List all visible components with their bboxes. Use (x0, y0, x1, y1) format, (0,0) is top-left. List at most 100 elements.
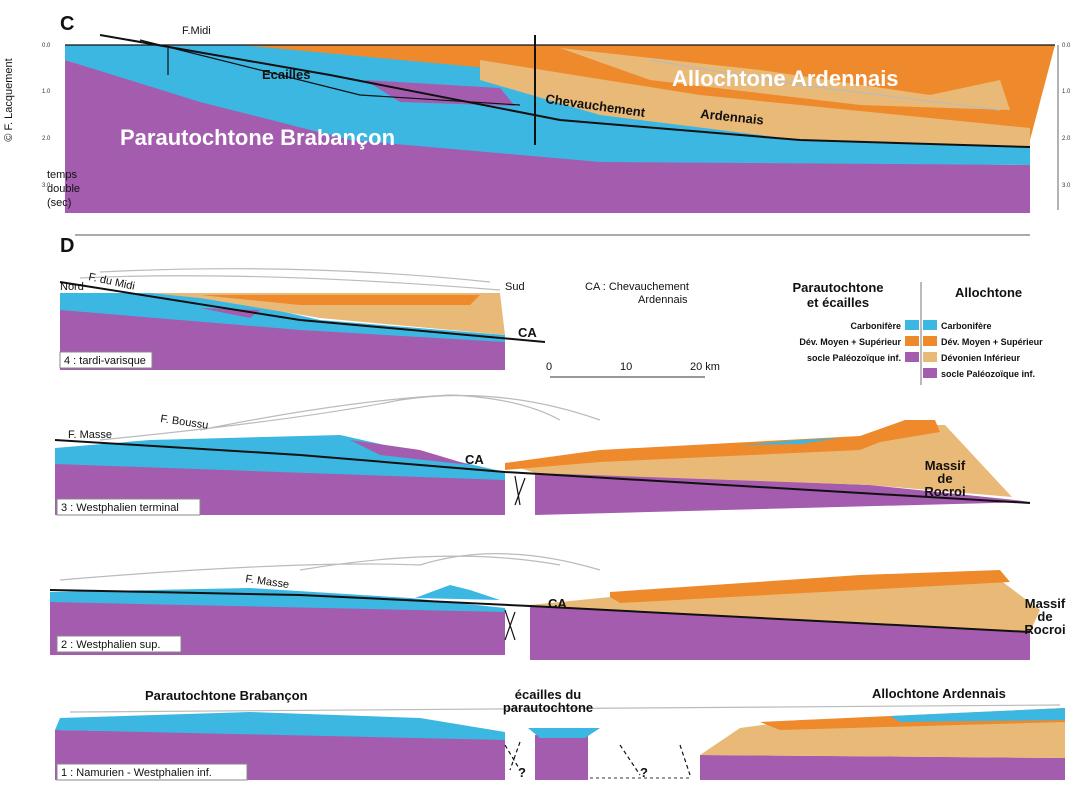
legend-entry: Dév. Moyen + Supérieur (799, 337, 901, 347)
unit-label: Parautochtone Brabançon (145, 688, 308, 703)
massif-label: Rocroi (1024, 622, 1065, 637)
axis-note: temps (47, 169, 77, 181)
caption-box (56, 763, 248, 781)
swatch (905, 320, 919, 330)
fault (139, 39, 521, 106)
eroded-profile (69, 704, 1061, 713)
tick-label: 1.0 (42, 89, 51, 95)
ca-note: CA : Chevauchement (585, 281, 689, 293)
section-letter: D (60, 235, 74, 257)
caption: 4 : tardi-varisque (64, 355, 146, 367)
swatch (923, 320, 937, 330)
massif-label: Rocroi (924, 484, 965, 499)
swatch (905, 352, 919, 362)
swatch (905, 336, 919, 346)
fault-label: F. Boussu (160, 413, 210, 432)
caption-box (56, 635, 182, 653)
socle (60, 305, 505, 370)
massif-label: de (1037, 609, 1052, 624)
section-d: D Nord F. du Midi Sud CA 4 : tardi-varis… (49, 235, 1066, 781)
swatch (923, 336, 937, 346)
carbonifere (50, 588, 505, 612)
legend-title: et écailles (807, 295, 869, 310)
caption: 2 : Westphalien sup. (61, 639, 160, 651)
legend-entry: Carbonifère (941, 321, 992, 331)
eroded-profile (99, 394, 601, 441)
swatch (923, 368, 937, 378)
legend-entry: Dévonien Inférieur (941, 353, 1021, 363)
devonien (505, 425, 1012, 497)
axis-note: double (47, 183, 80, 195)
caption: 1 : Namurien - Westphalien inf. (61, 767, 212, 779)
dev-moyen (610, 570, 1010, 603)
socle (700, 755, 1065, 780)
caption-box (59, 351, 153, 369)
unit-label: Allochtone Ardennais (672, 66, 899, 91)
thrust (49, 589, 1031, 633)
tick-label: 2.0 (1062, 136, 1071, 142)
tick-label: 0.0 (42, 43, 51, 49)
legend-entry: socle Paléozoïque inf. (941, 369, 1035, 379)
socle (530, 605, 1030, 660)
section-c: C F.Midi Ecailles Allochtone Ardennais C… (42, 13, 1071, 213)
caption-box (56, 498, 201, 516)
eroded-profile (79, 268, 501, 291)
axis-note: (sec) (47, 197, 71, 209)
ca-label: CA (518, 325, 537, 340)
legend-entry: Carbonifère (850, 321, 901, 331)
thrust (59, 281, 546, 343)
fault (514, 475, 526, 506)
swatch (923, 352, 937, 362)
scale-label: 10 (620, 361, 632, 373)
ecailles (415, 585, 500, 600)
massif-label: Massif (925, 458, 966, 473)
tick-label: 3.0 (1062, 183, 1071, 189)
socle (65, 60, 1030, 213)
fault-label: F.Midi (182, 25, 211, 37)
devonien (530, 580, 1040, 632)
legend-title: Allochtone (955, 285, 1022, 300)
tick-label: 3.0 (42, 183, 51, 189)
tick-label: 1.0 (1062, 89, 1071, 95)
ca-label: CA (548, 596, 567, 611)
legend-entry: socle Paléozoïque inf. (807, 353, 901, 363)
carbonifere (890, 708, 1065, 722)
socle (535, 735, 588, 780)
unit-label: écailles du (515, 687, 582, 702)
carbonifere (740, 438, 840, 445)
reflector (649, 59, 1001, 111)
dev-moyen (505, 420, 940, 470)
socle (535, 472, 1030, 515)
eroded-profile (59, 553, 601, 581)
scale-label: 0 (546, 361, 552, 373)
unit-label: Parautochtone Brabançon (120, 125, 395, 150)
ecailles-lens (365, 80, 515, 106)
allochtone-tan (480, 60, 1030, 147)
unit-label: Allochtone Ardennais (872, 686, 1006, 701)
ecailles (350, 440, 470, 465)
ecailles (528, 728, 600, 738)
unit-label: parautochtone (503, 700, 593, 715)
unknown: ? (518, 765, 526, 780)
thrust (99, 34, 1031, 148)
fault (504, 609, 516, 641)
caption: 3 : Westphalien terminal (61, 502, 179, 514)
fault-label: F. Masse (68, 429, 112, 441)
thrust (54, 439, 1031, 504)
massif-label: Massif (1025, 596, 1066, 611)
legend-title: Parautochtone (792, 280, 883, 295)
tick-label: 2.0 (42, 136, 51, 142)
massif-label: de (937, 471, 952, 486)
ca-note: Ardennais (638, 294, 688, 306)
section-letter: C (60, 13, 74, 35)
place-label: Nord (60, 281, 84, 293)
credit: © F. Lacquement (3, 58, 15, 141)
legend: Parautochtone et écailles Allochtone Car… (792, 280, 1043, 385)
legend-entry: Dév. Moyen + Supérieur (941, 337, 1043, 347)
tick-label: 0.0 (1062, 43, 1071, 49)
place-label: Sud (505, 281, 525, 293)
fault (504, 741, 691, 776)
unit-label: Ecailles (262, 67, 310, 82)
carbonifere (55, 712, 505, 740)
